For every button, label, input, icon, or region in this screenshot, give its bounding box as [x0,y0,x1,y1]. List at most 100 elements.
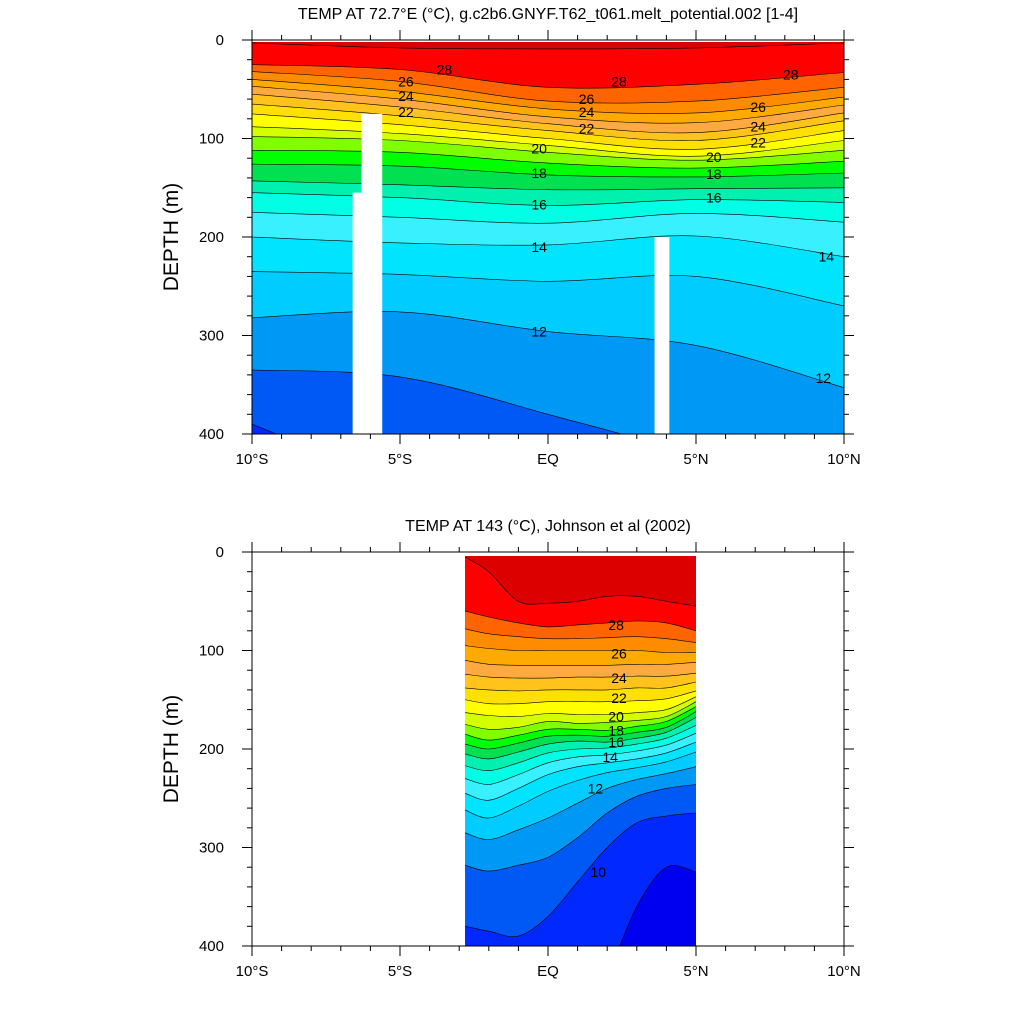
contour-label: 10 [591,864,607,880]
x-tick-label: 5°S [388,963,412,980]
x-tick-label: 5°N [683,963,708,980]
panel-bottom-contour-28 [465,610,697,632]
contour-label: 22 [750,134,766,150]
contour-label: 24 [611,670,627,686]
panel-top-contour-19 [252,150,844,169]
panel-bottom-contour-15 [465,732,697,785]
y-tick-label: 0 [216,32,224,49]
contour-label: 26 [611,645,627,661]
contour-label: 24 [579,104,595,120]
contour-label: 14 [531,239,547,255]
contour-label: 18 [706,166,722,182]
panel-top-contour-18 [252,163,844,178]
contour-label: 28 [437,62,453,78]
contour-label: 12 [531,324,547,340]
panel-top-contour-14 [252,235,844,257]
panel-bottom-ylabel: DEPTH (m) [160,695,183,804]
panel-top: TEMP AT 72.7°E (°C), g.c2b6.GNYF.T62_t06… [160,6,861,468]
contour-label: 28 [783,66,799,82]
y-tick-label: 200 [199,229,224,246]
panel-top-mask-2 [654,237,670,434]
panel-top-contour-12 [252,311,844,388]
contour-label: 20 [706,149,722,165]
contour-label: 12 [815,370,831,386]
x-tick-label: 5°S [388,451,412,468]
panel-bottom-contour-10 [465,812,697,937]
panel-bottom-contour-9 [619,865,697,946]
x-tick-label: 10°S [236,451,269,468]
panel-bottom-fill [465,556,696,946]
panel-top-band-11 [252,369,622,434]
panel-bottom-contour-24 [465,672,697,679]
y-tick-label: 0 [216,544,224,561]
panel-top-contour-29 [252,42,844,50]
y-tick-label: 100 [199,131,224,148]
panel-bottom-contour-13 [465,751,697,819]
panel-top-mask-1 [361,113,383,434]
contour-label: 22 [579,121,595,137]
contour-label: 24 [398,88,414,104]
panel-bottom-contour-16 [465,725,697,772]
contour-label: 22 [398,104,414,120]
panel-bottom-band-9 [619,865,696,946]
panel-bottom-contour-11 [465,784,697,872]
panel-top-contour-26 [252,79,844,114]
y-tick-label: 400 [199,938,224,955]
y-tick-label: 300 [199,328,224,345]
panel-top-contour-25 [252,85,844,124]
panel-top-contour-24 [252,93,844,134]
contour-label: 22 [611,690,627,706]
contour-label: 26 [750,99,766,115]
contour-label: 18 [608,722,624,738]
y-tick-label: 400 [199,426,224,443]
panel-bottom-contour-14 [465,741,697,801]
panel-bottom-contour-22 [465,690,697,705]
panel-top-contour-13 [252,271,844,307]
panel-bottom-contour-29 [464,556,697,607]
panel-top-ylabel: DEPTH (m) [160,183,183,292]
x-tick-label: EQ [537,963,559,980]
contour-label: 16 [531,196,547,212]
panel-bottom-contour-23 [465,681,697,692]
panel-bottom-title: TEMP AT 143 (°C), Johnson et al (2002) [405,518,691,535]
panel-top-fill [252,42,844,434]
panel-top-contour-27 [252,71,844,104]
panel-top-ticks: 10°S 5°S EQ 5°N 10°N 0 100 200 300 400 [199,30,861,468]
panel-top-contour-23 [252,103,844,142]
panel-bottom-contour-27 [465,628,697,643]
contour-label: 28 [608,617,624,633]
panel-top-contour-20 [252,136,844,161]
panel-bottom-contour-26 [465,645,697,653]
contour-label: 16 [706,190,722,206]
y-tick-label: 100 [199,643,224,660]
panel-bottom-contour-19 [465,706,697,741]
contour-label: 18 [531,165,547,181]
panel-top-contour-28 [252,64,844,89]
x-tick-label: 10°N [827,451,861,468]
x-tick-label: EQ [537,451,559,468]
panel-top-contour-22 [252,113,844,150]
panel-bottom-ticks: 10°S 5°S EQ 5°N 10°N 0 100 200 300 400 [199,542,861,980]
contour-label: 20 [531,140,547,156]
panel-bottom: TEMP AT 143 (°C), Johnson et al (2002) 2… [160,518,861,980]
panel-bottom-contour-18 [465,711,697,750]
panel-bottom-contour-25 [465,660,697,666]
panel-bottom-contours [464,556,697,946]
y-tick-label: 200 [199,741,224,758]
x-tick-label: 5°N [683,451,708,468]
panel-bottom-contour-20 [465,701,697,730]
panel-top-contour-21 [252,126,844,157]
y-tick-label: 300 [199,840,224,857]
panel-bottom-contour-12 [465,766,697,840]
panel-bottom-contour-21 [465,696,697,717]
contour-label: 24 [750,119,766,135]
x-tick-label: 10°N [827,963,861,980]
contour-label: 16 [608,734,624,750]
contour-label: 12 [588,780,604,796]
panel-bottom-contour-17 [465,717,697,760]
panel-top-contour-17 [252,180,844,191]
panel-top-contour-11 [252,369,623,434]
